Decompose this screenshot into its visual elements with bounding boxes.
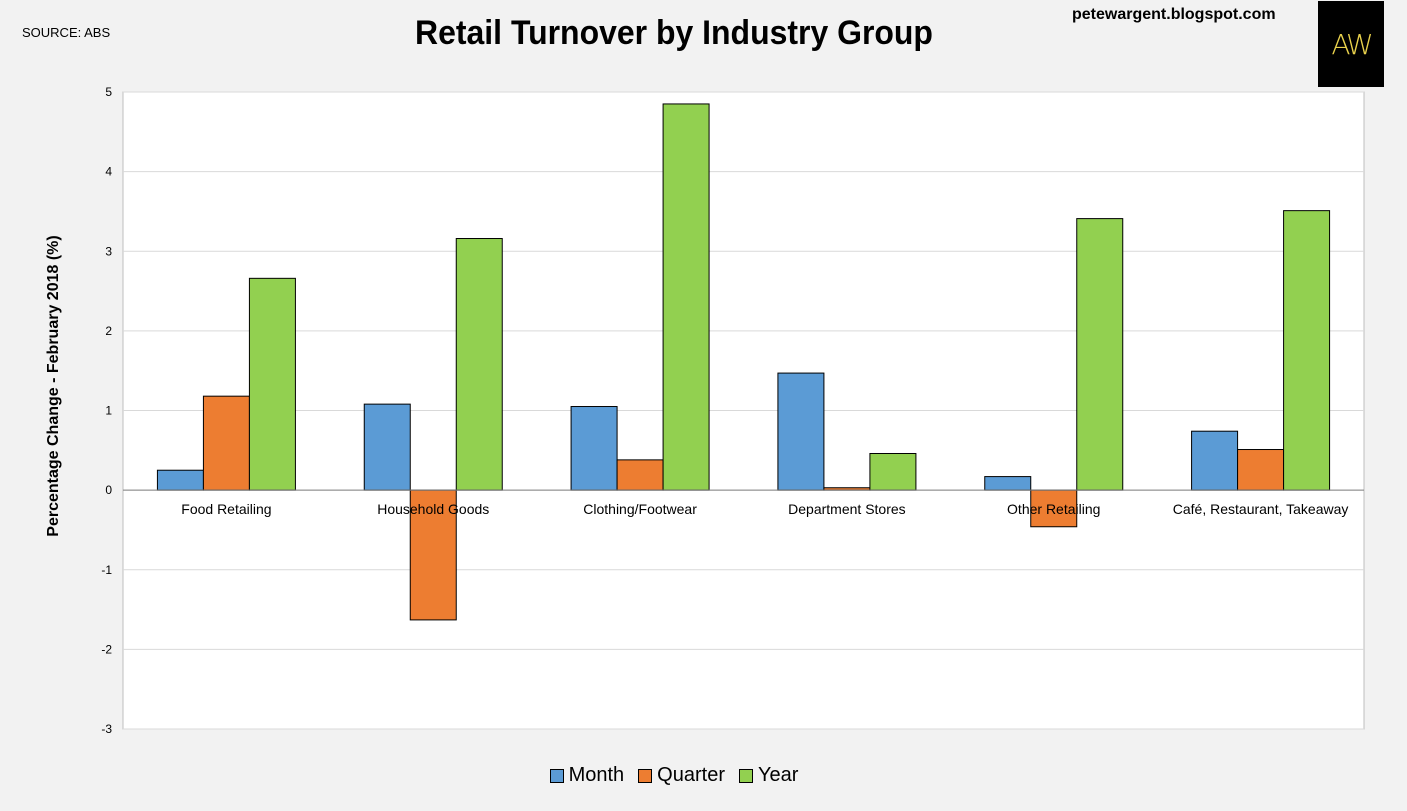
legend-swatch-year <box>738 768 753 783</box>
bar-month-1 <box>363 403 411 491</box>
bar-year-4 <box>1076 218 1124 491</box>
y-tick-label: 2 <box>105 324 112 338</box>
bar-year-0 <box>248 277 296 491</box>
y-tick-label: 3 <box>105 244 112 258</box>
bar-month-0 <box>156 469 204 491</box>
y-tick-label: -1 <box>101 563 112 577</box>
y-tick-labels: 5 4 3 2 1 0 -1 -2 -3 <box>101 85 112 736</box>
y-tick-label: 0 <box>105 483 112 497</box>
y-axis-label: Percentage Change - February 2018 (%) <box>45 235 62 536</box>
legend-item-quarter: Quarter <box>638 764 725 787</box>
y-tick-label: 1 <box>105 404 112 418</box>
legend-label-year: Year <box>757 764 799 786</box>
legend-label-month: Month <box>568 764 625 786</box>
legend-swatch-month <box>549 768 564 783</box>
bars <box>156 103 1331 621</box>
bar-month-3 <box>777 372 825 491</box>
bar-year-3 <box>869 452 917 491</box>
legend-swatch-quarter <box>638 768 653 783</box>
y-tick-label: -2 <box>101 642 112 656</box>
category-labels: Food Retailing Household Goods Clothing/Fo… <box>181 501 1348 517</box>
legend-label-quarter: Quarter <box>657 764 725 786</box>
category-label: Food Retailing <box>181 501 271 517</box>
chart-title: Retail Turnover by Industry Group <box>415 14 933 52</box>
y-tick-label: -3 <box>101 722 112 736</box>
logo-text: AW <box>1331 27 1373 61</box>
bar-quarter-0 <box>202 395 250 491</box>
bar-quarter-1 <box>409 489 457 621</box>
bar-year-5 <box>1283 210 1331 491</box>
category-label: Other Retailing <box>1007 501 1100 517</box>
y-tick-label: 5 <box>105 85 112 99</box>
legend: Month Quarter Year <box>0 764 1348 787</box>
category-label: Household Goods <box>377 501 489 517</box>
logo: AW <box>1318 1 1384 87</box>
source-label: SOURCE: ABS <box>22 25 111 40</box>
category-label: Café, Restaurant, Takeaway <box>1173 501 1349 517</box>
bar-quarter-2 <box>616 459 664 491</box>
blog-url: petewargent.blogspot.com <box>1072 6 1276 23</box>
bar-month-4 <box>984 476 1032 491</box>
category-label: Clothing/Footwear <box>583 501 697 517</box>
category-label: Department Stores <box>788 501 906 517</box>
bar-year-2 <box>662 103 710 491</box>
legend-item-year: Year <box>738 764 799 787</box>
legend-item-month: Month <box>549 764 625 787</box>
bar-quarter-5 <box>1237 449 1285 491</box>
bar-year-1 <box>455 238 503 491</box>
bar-month-5 <box>1191 430 1239 491</box>
bar-month-2 <box>570 406 618 491</box>
y-tick-label: 4 <box>105 165 112 179</box>
bar-quarter-4 <box>1030 489 1078 528</box>
